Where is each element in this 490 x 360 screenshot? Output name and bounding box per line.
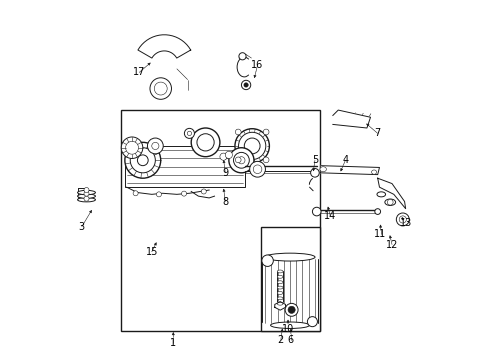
Circle shape bbox=[285, 303, 298, 316]
Ellipse shape bbox=[77, 198, 96, 202]
Bar bbox=[125, 146, 245, 187]
Circle shape bbox=[262, 255, 273, 266]
Circle shape bbox=[263, 129, 269, 135]
Ellipse shape bbox=[277, 270, 283, 273]
Circle shape bbox=[229, 148, 254, 173]
Circle shape bbox=[396, 213, 409, 226]
Circle shape bbox=[288, 306, 295, 314]
Text: 5: 5 bbox=[312, 155, 318, 165]
Text: 7: 7 bbox=[374, 129, 381, 138]
Ellipse shape bbox=[270, 322, 310, 328]
Circle shape bbox=[184, 129, 195, 138]
Circle shape bbox=[388, 199, 393, 205]
Ellipse shape bbox=[277, 281, 283, 284]
Text: 4: 4 bbox=[343, 155, 348, 165]
Ellipse shape bbox=[377, 192, 386, 197]
Circle shape bbox=[130, 148, 155, 173]
Circle shape bbox=[235, 157, 241, 163]
Polygon shape bbox=[333, 110, 370, 128]
Polygon shape bbox=[138, 35, 191, 58]
Circle shape bbox=[313, 207, 321, 216]
Circle shape bbox=[239, 53, 246, 60]
Circle shape bbox=[187, 131, 192, 135]
Circle shape bbox=[137, 155, 148, 166]
Circle shape bbox=[191, 128, 220, 157]
Circle shape bbox=[152, 142, 159, 149]
Circle shape bbox=[253, 165, 262, 174]
Ellipse shape bbox=[265, 253, 315, 261]
Circle shape bbox=[84, 196, 89, 201]
Circle shape bbox=[239, 132, 266, 159]
Text: 8: 8 bbox=[222, 197, 228, 207]
Bar bbox=[122, 110, 320, 330]
Text: 12: 12 bbox=[386, 239, 398, 249]
Ellipse shape bbox=[320, 167, 326, 172]
Text: 6: 6 bbox=[288, 334, 294, 345]
Circle shape bbox=[235, 129, 241, 135]
Ellipse shape bbox=[277, 275, 283, 278]
Circle shape bbox=[311, 168, 319, 177]
Polygon shape bbox=[275, 302, 286, 310]
Circle shape bbox=[220, 153, 227, 160]
Circle shape bbox=[399, 216, 406, 223]
Ellipse shape bbox=[371, 170, 377, 174]
Ellipse shape bbox=[277, 292, 283, 294]
Text: 17: 17 bbox=[133, 67, 146, 77]
Circle shape bbox=[307, 317, 318, 327]
Circle shape bbox=[122, 137, 143, 158]
Text: 14: 14 bbox=[324, 211, 337, 221]
Text: 1: 1 bbox=[170, 338, 176, 348]
Circle shape bbox=[244, 83, 248, 87]
Ellipse shape bbox=[77, 190, 96, 195]
Circle shape bbox=[201, 189, 206, 194]
Circle shape bbox=[245, 138, 260, 154]
Circle shape bbox=[197, 134, 214, 151]
Circle shape bbox=[125, 142, 161, 178]
Circle shape bbox=[250, 161, 266, 177]
Circle shape bbox=[125, 141, 139, 154]
Text: 3: 3 bbox=[79, 222, 85, 231]
Circle shape bbox=[234, 152, 249, 168]
Circle shape bbox=[242, 80, 251, 90]
Text: 13: 13 bbox=[399, 218, 412, 228]
Circle shape bbox=[225, 151, 232, 158]
Text: 10: 10 bbox=[282, 324, 294, 334]
Text: 9: 9 bbox=[222, 168, 228, 178]
Polygon shape bbox=[320, 166, 379, 175]
Circle shape bbox=[263, 157, 269, 163]
Polygon shape bbox=[378, 178, 406, 209]
Circle shape bbox=[150, 78, 172, 99]
Circle shape bbox=[238, 157, 245, 164]
Text: 15: 15 bbox=[146, 247, 158, 257]
Ellipse shape bbox=[277, 286, 283, 289]
Circle shape bbox=[181, 191, 187, 196]
Circle shape bbox=[84, 191, 89, 196]
Ellipse shape bbox=[277, 297, 283, 300]
Circle shape bbox=[84, 188, 89, 193]
Ellipse shape bbox=[277, 302, 283, 305]
Circle shape bbox=[375, 209, 381, 215]
Text: 11: 11 bbox=[374, 229, 387, 239]
Ellipse shape bbox=[385, 199, 395, 206]
Circle shape bbox=[154, 82, 167, 95]
Ellipse shape bbox=[77, 194, 96, 198]
Circle shape bbox=[133, 191, 138, 196]
Text: 2: 2 bbox=[278, 334, 284, 345]
Text: 16: 16 bbox=[251, 60, 264, 70]
Circle shape bbox=[147, 138, 163, 154]
Circle shape bbox=[156, 192, 161, 197]
Bar bbox=[261, 226, 320, 330]
Circle shape bbox=[235, 129, 270, 163]
